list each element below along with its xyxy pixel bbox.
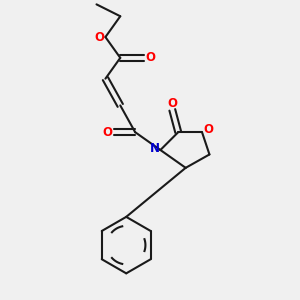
Text: O: O [103,126,113,139]
Text: N: N [150,142,160,155]
Text: O: O [167,97,177,110]
Text: O: O [94,31,104,44]
Text: O: O [146,51,156,64]
Text: O: O [204,123,214,136]
